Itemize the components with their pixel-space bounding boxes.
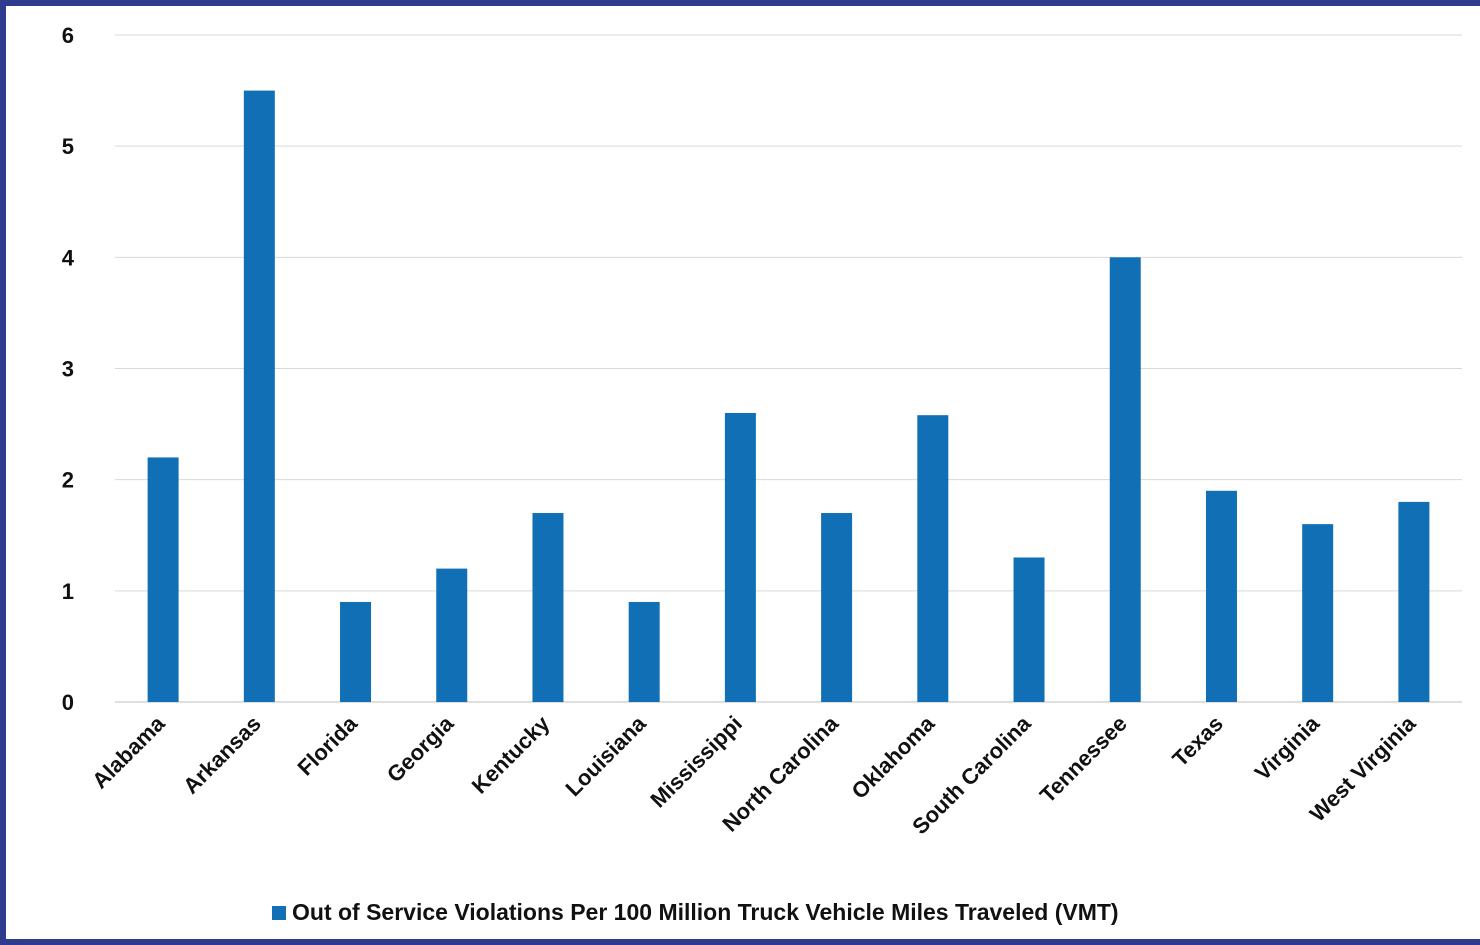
bar-texas (1205, 490, 1237, 702)
x-tick-label-florida: Florida (293, 710, 363, 780)
x-tick-label-alabama: Alabama (87, 710, 170, 793)
bar-georgia (436, 568, 468, 702)
x-tick-label-mississippi: Mississippi (645, 711, 747, 813)
legend-swatch (272, 905, 286, 920)
bar-mississippi (724, 412, 756, 702)
x-tick-label-georgia: Georgia (382, 710, 459, 787)
y-tick-label-5: 5 (62, 134, 74, 159)
x-tick-label-kentucky: Kentucky (467, 710, 555, 798)
bar-arkansas (243, 90, 275, 703)
y-axis-ticks: 0 1 2 3 4 5 6 (62, 23, 75, 715)
bar-virginia (1302, 524, 1334, 702)
x-tick-label-arkansas: Arkansas (178, 711, 266, 799)
bars (147, 90, 1430, 703)
y-tick-label-0: 0 (62, 690, 74, 715)
bar-kentucky (532, 513, 564, 702)
x-tick-label-tennessee: Tennessee (1035, 711, 1132, 808)
x-axis-ticks: Alabama Arkansas Florida Georgia Kentucky Lou… (87, 710, 1421, 839)
bar-florida (340, 601, 372, 702)
bar-louisiana (628, 601, 660, 702)
y-tick-label-6: 6 (62, 23, 74, 48)
bar-south-carolina (1013, 557, 1045, 702)
y-tick-label-4: 4 (62, 245, 75, 270)
grid-lines (115, 34, 1462, 703)
y-tick-label-1: 1 (62, 579, 74, 604)
bar-oklahoma (917, 415, 949, 702)
bar-west-virginia (1398, 501, 1430, 702)
bar-north-carolina (821, 513, 853, 702)
y-tick-label-3: 3 (62, 357, 74, 382)
x-tick-label-oklahoma: Oklahoma (846, 710, 939, 803)
bar-chart: 0 1 2 3 4 5 6 Alabama Arkansas Florida Georgia Ken… (62, 23, 1462, 839)
chart-frame: 0 1 2 3 4 5 6 Alabama Arkansas Florida Georgia Ken… (6, 6, 1480, 939)
y-tick-label-2: 2 (62, 468, 74, 493)
bar-tennessee (1109, 257, 1141, 702)
legend: Out of Service Violations Per 100 Millio… (272, 899, 1119, 926)
x-tick-label-virginia: Virginia (1250, 710, 1325, 785)
x-tick-label-louisiana: Louisiana (560, 710, 651, 801)
bar-alabama (147, 457, 179, 702)
x-tick-label-texas: Texas (1167, 711, 1228, 772)
legend-label: Out of Service Violations Per 100 Millio… (292, 899, 1119, 925)
